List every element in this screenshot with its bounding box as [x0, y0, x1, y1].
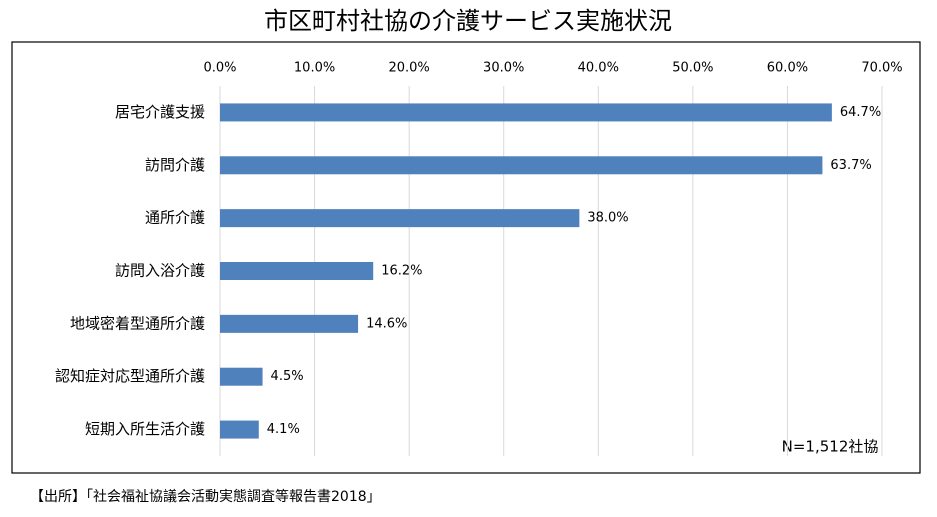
y-tick-label: 訪問介護: [145, 156, 205, 174]
y-tick-label: 通所介護: [145, 209, 205, 227]
bar: [220, 209, 580, 228]
y-tick-label: 訪問入浴介護: [115, 262, 205, 280]
y-tick-label: 短期入所生活介護: [85, 420, 205, 438]
x-tick-label: 0.0%: [203, 61, 236, 76]
bar: [220, 156, 823, 175]
x-tick-label: 10.0%: [294, 61, 335, 76]
chart-title: 市区町村社協の介護サービス実施状況: [264, 7, 672, 35]
value-label: 4.1%: [267, 422, 300, 437]
x-tick-label: 60.0%: [767, 61, 808, 76]
bar: [220, 367, 263, 386]
source: 【出所】「社会福祉協議会活動実態調査等報告書2018」: [30, 488, 381, 505]
bar: [220, 420, 259, 439]
x-tick-label: 20.0%: [388, 61, 429, 76]
value-label: 16.2%: [381, 264, 422, 279]
bar: [220, 103, 832, 122]
bar: [220, 262, 374, 280]
value-label: 64.7%: [840, 105, 881, 120]
annotation: N=1,512社協: [782, 438, 879, 456]
value-label: 14.6%: [366, 316, 407, 331]
x-tick-label: 70.0%: [861, 61, 902, 76]
value-label: 38.0%: [587, 211, 628, 226]
y-tick-label: 居宅介護支援: [115, 103, 205, 121]
value-label: 4.5%: [271, 369, 304, 384]
value-label: 63.7%: [830, 158, 871, 173]
y-tick-label: 地域密着型通所介護: [70, 314, 205, 332]
x-tick-label: 50.0%: [672, 61, 713, 76]
chart-frame: [11, 41, 921, 474]
y-tick-label: 認知症対応型通所介護: [55, 367, 205, 385]
bar: [220, 314, 359, 333]
x-tick-label: 40.0%: [578, 61, 619, 76]
x-tick-label: 30.0%: [483, 61, 524, 76]
